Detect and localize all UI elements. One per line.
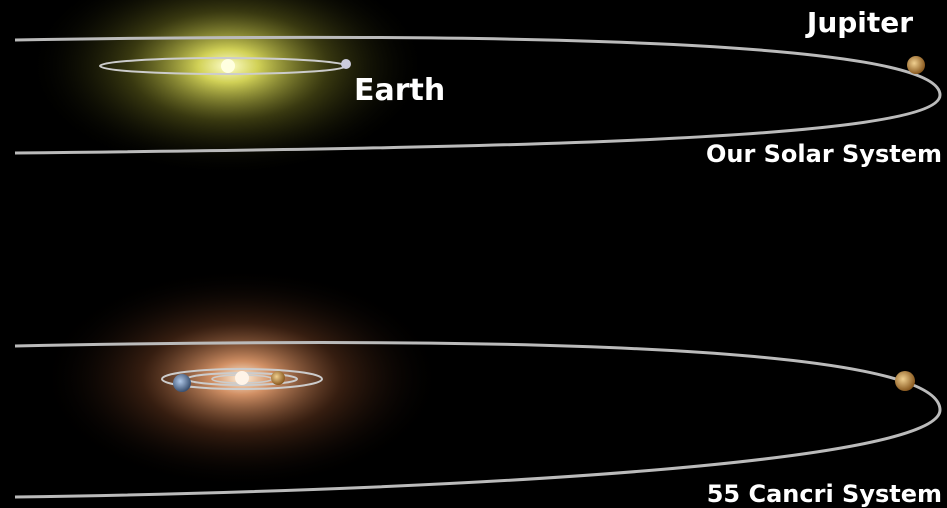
cancri-system: 55 Cancri System	[14, 268, 942, 508]
star	[235, 371, 249, 385]
earth-label: Earth	[354, 73, 445, 108]
planet	[895, 371, 915, 391]
sun	[221, 59, 235, 73]
caption: Our Solar System	[706, 140, 942, 168]
orbit	[161, 368, 323, 390]
caption: 55 Cancri System	[707, 480, 942, 508]
jupiter-label: Jupiter	[805, 6, 913, 39]
solar-system: Jupiter Earth Our Solar System	[14, 0, 942, 176]
earth	[341, 59, 351, 69]
planet	[173, 374, 191, 392]
jupiter	[907, 56, 925, 74]
jupiter-orbit	[14, 35, 942, 155]
sun-glow	[28, 0, 428, 176]
planet	[271, 371, 285, 385]
outer-orbit	[14, 341, 942, 499]
